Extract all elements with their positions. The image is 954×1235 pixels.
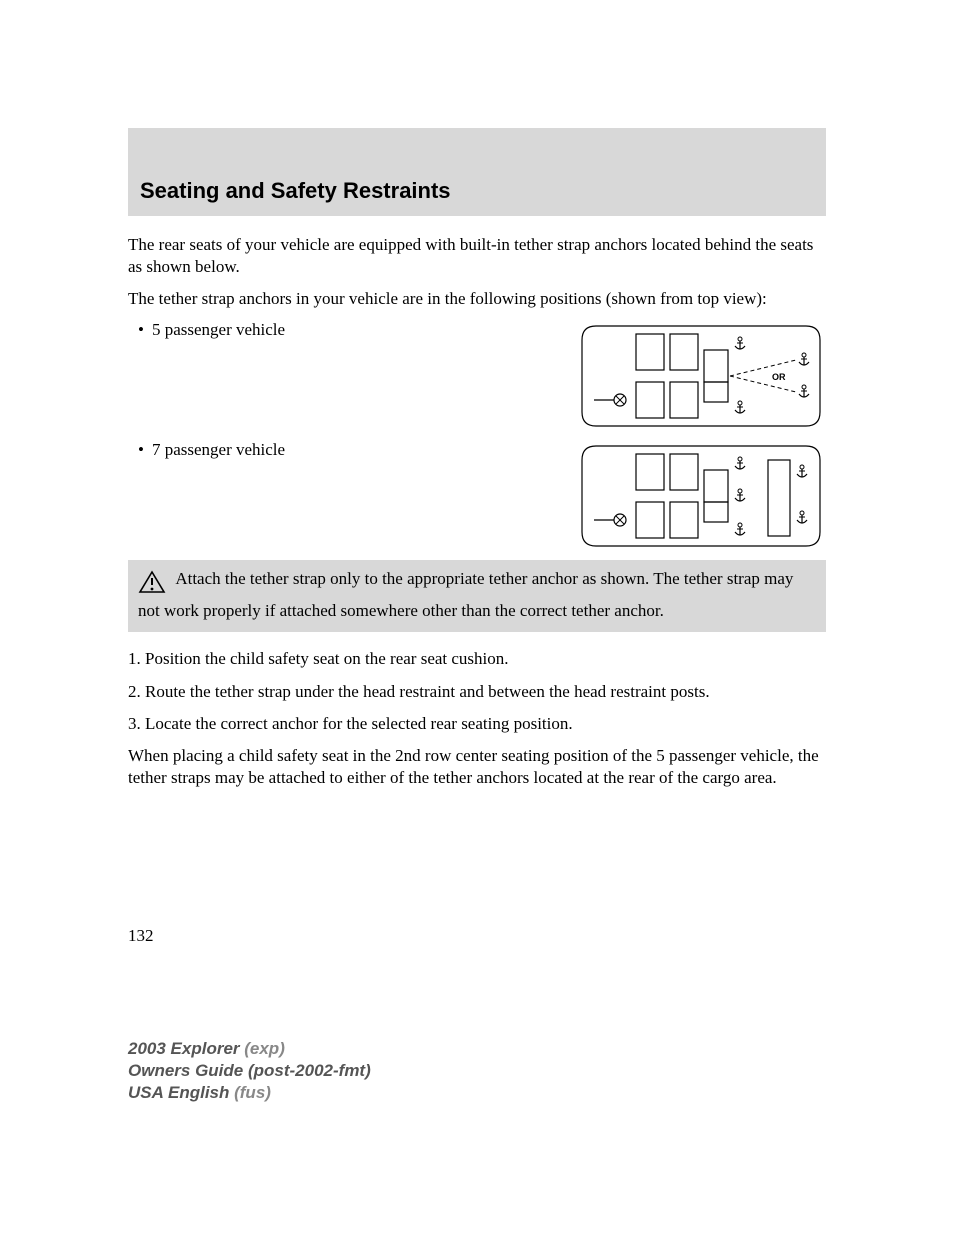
footer-line-3: USA English (fus)	[128, 1082, 371, 1104]
section-title: Seating and Safety Restraints	[140, 178, 814, 204]
diagram-5-passenger: OR	[378, 320, 826, 432]
diagram-7-passenger	[378, 440, 826, 552]
vehicle-diagram-5p: OR	[576, 320, 826, 432]
bullet-text-5-passenger: • 5 passenger vehicle	[128, 320, 378, 340]
footer-model: 2003 Explorer	[128, 1039, 240, 1058]
section-header-band: Seating and Safety Restraints	[128, 128, 826, 216]
intro-paragraph-2: The tether strap anchors in your vehicle…	[128, 288, 826, 310]
warning-box: Attach the tether strap only to the appr…	[128, 560, 826, 632]
footer-lang: USA English	[128, 1083, 229, 1102]
bullet-dot-icon: •	[138, 320, 144, 340]
footer-line-2: Owners Guide (post-2002-fmt)	[128, 1060, 371, 1082]
bullet-dot-icon: •	[138, 440, 144, 460]
footer-model-suffix: (exp)	[240, 1039, 285, 1058]
footer-block: 2003 Explorer (exp) Owners Guide (post-2…	[128, 1038, 371, 1104]
bullet-text-7-passenger: • 7 passenger vehicle	[128, 440, 378, 460]
page-number: 132	[128, 926, 154, 946]
vehicle-diagram-7p	[576, 440, 826, 552]
step-3: 3. Locate the correct anchor for the sel…	[128, 713, 826, 735]
page: Seating and Safety Restraints The rear s…	[0, 0, 954, 1235]
intro-paragraph-1: The rear seats of your vehicle are equip…	[128, 234, 826, 278]
step-1: 1. Position the child safety seat on the…	[128, 648, 826, 670]
warning-text: Attach the tether strap only to the appr…	[138, 569, 793, 620]
warning-triangle-icon	[138, 570, 166, 600]
svg-text:OR: OR	[772, 372, 786, 382]
footer-lang-suffix: (fus)	[229, 1083, 271, 1102]
bullet-row-5-passenger: • 5 passenger vehicle OR	[128, 320, 826, 432]
step-2: 2. Route the tether strap under the head…	[128, 681, 826, 703]
bullet-label-5: 5 passenger vehicle	[152, 320, 285, 340]
closing-paragraph: When placing a child safety seat in the …	[128, 745, 826, 789]
bullet-row-7-passenger: • 7 passenger vehicle	[128, 440, 826, 552]
bullet-label-7: 7 passenger vehicle	[152, 440, 285, 460]
footer-line-1: 2003 Explorer (exp)	[128, 1038, 371, 1060]
